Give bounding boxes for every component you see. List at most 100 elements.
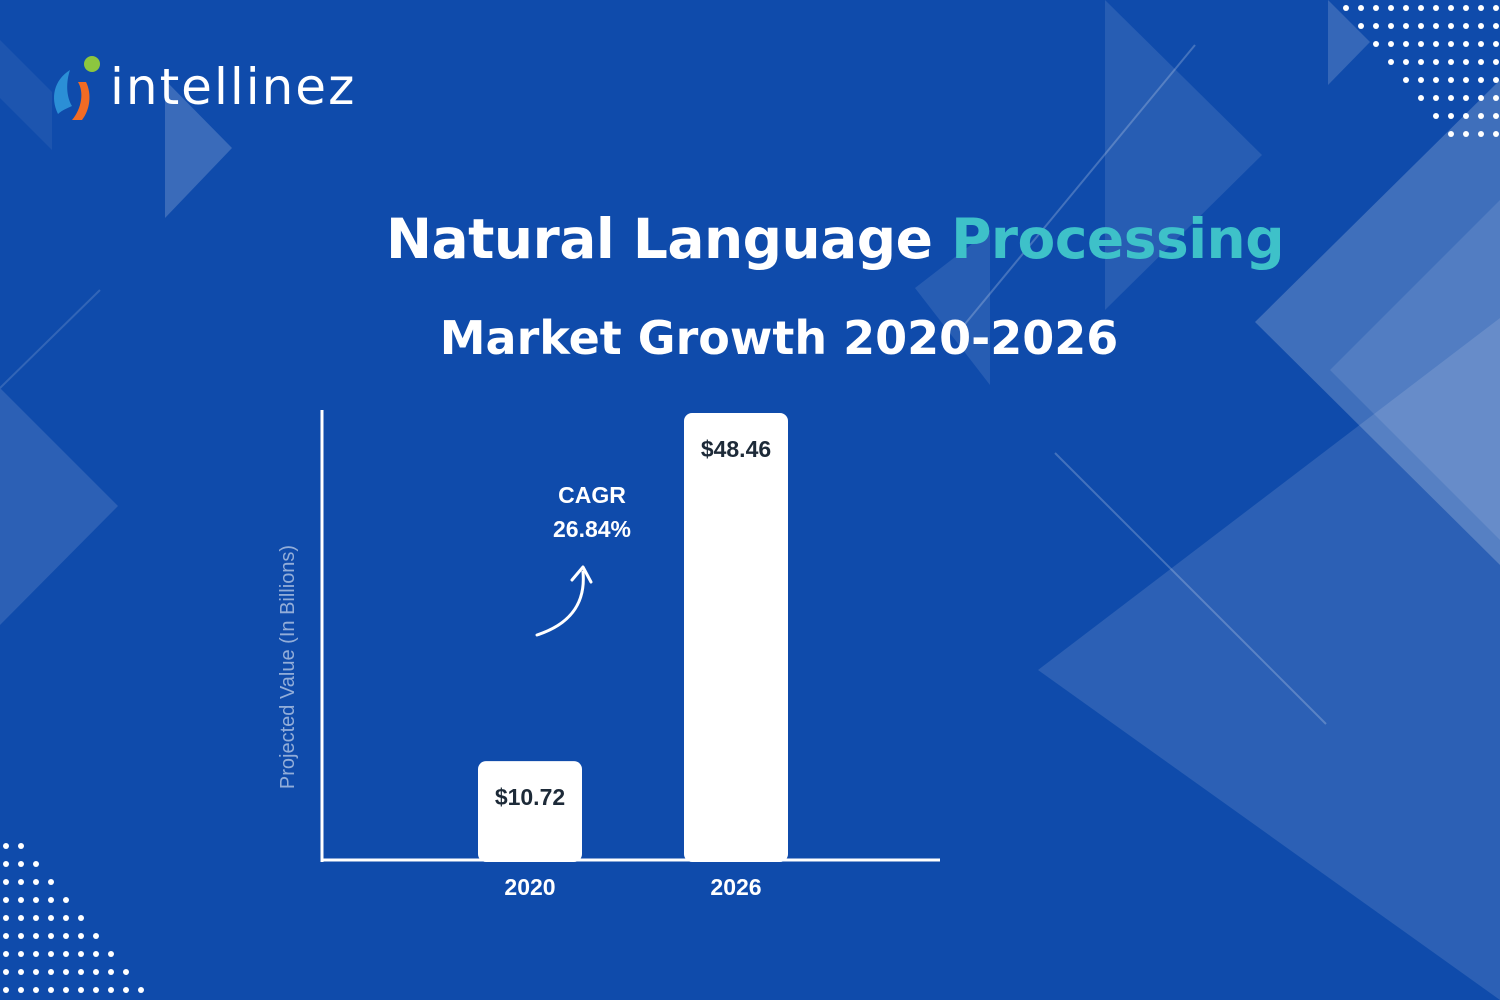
cagr-arrow [535, 570, 585, 637]
decor-dot [33, 987, 39, 993]
decor-dot [78, 951, 84, 957]
decor-dot [138, 987, 144, 993]
decor-dot [1478, 41, 1484, 47]
decor-dot [1463, 5, 1469, 11]
decor-dot [1463, 131, 1469, 137]
logo-text: intellinez [110, 58, 357, 116]
decor-dot [3, 879, 9, 885]
decor-dot [1418, 95, 1424, 101]
title-accent: Processing [951, 207, 1285, 271]
decor-dot [33, 915, 39, 921]
decor-dot [1493, 95, 1499, 101]
decor-dot [18, 969, 24, 975]
decor-dot [1493, 77, 1499, 83]
decor-dot [18, 933, 24, 939]
cagr-value: 26.84% [552, 516, 631, 542]
decor-dot [1478, 95, 1484, 101]
decor-dot [1433, 113, 1439, 119]
x-tick-label: 2026 [710, 874, 761, 900]
decor-dot [1433, 95, 1439, 101]
decor-dot [1418, 5, 1424, 11]
decor-dot [1403, 23, 1409, 29]
decor-dot [1388, 59, 1394, 65]
brand-logo: intellinez [48, 52, 356, 122]
decor-dot [3, 987, 9, 993]
decor-dot [78, 969, 84, 975]
decor-dot [1478, 77, 1484, 83]
decor-dot [33, 879, 39, 885]
decor-dot [18, 897, 24, 903]
decor-dot [1373, 5, 1379, 11]
decor-dot [123, 969, 129, 975]
decor-dot [63, 915, 69, 921]
decor-dot [1493, 41, 1499, 47]
decor-dot [33, 951, 39, 957]
decor-dot [1373, 41, 1379, 47]
cagr-arrowhead-icon [570, 565, 593, 584]
decor-dot [48, 897, 54, 903]
decor-dot [1493, 23, 1499, 29]
decor-dot [3, 933, 9, 939]
decor-dot [3, 915, 9, 921]
decor-dot [1403, 5, 1409, 11]
decor-dot [93, 951, 99, 957]
cagr-annotation: CAGR 26.84% [520, 478, 664, 546]
decor-dot [33, 969, 39, 975]
bar-2026 [684, 413, 788, 862]
decor-dot [1418, 23, 1424, 29]
decor-dot [78, 933, 84, 939]
decor-dot [1433, 23, 1439, 29]
decor-dot [123, 987, 129, 993]
decor-dot [78, 915, 84, 921]
decor-dot [1463, 41, 1469, 47]
decor-dot [33, 933, 39, 939]
decor-dot [1418, 77, 1424, 83]
decor-dot [1418, 59, 1424, 65]
decor-dot [108, 951, 114, 957]
decor-dot [1448, 77, 1454, 83]
decor-dot [18, 951, 24, 957]
decor-dot [1358, 5, 1364, 11]
decor-dot [33, 897, 39, 903]
title-main: Natural Language [386, 207, 952, 271]
decor-dot [1448, 59, 1454, 65]
decor-dot [18, 987, 24, 993]
decor-dot [3, 843, 9, 849]
decor-dot [1448, 95, 1454, 101]
decor-dot [108, 987, 114, 993]
decor-dot [1448, 23, 1454, 29]
cagr-label: CAGR [558, 482, 626, 508]
decor-dot [1388, 41, 1394, 47]
decor-dot [1403, 59, 1409, 65]
decor-dot [63, 933, 69, 939]
decor-dot [1463, 113, 1469, 119]
decor-dot [1343, 5, 1349, 11]
bar-2020 [478, 761, 582, 862]
decor-dot [1478, 59, 1484, 65]
decor-dot [3, 897, 9, 903]
decor-dot [1388, 23, 1394, 29]
decor-dot [1448, 5, 1454, 11]
decor-dot [1403, 77, 1409, 83]
decor-dot [1433, 5, 1439, 11]
decor-dot [18, 843, 24, 849]
decor-dot [1478, 5, 1484, 11]
bar-value-label: $48.46 [701, 436, 771, 462]
decor-dot [1448, 113, 1454, 119]
page-subtitle: Market Growth 2020-2026 [439, 311, 1119, 365]
y-axis-label: Projected Value (In Billions) [277, 545, 299, 789]
decor-dot [1433, 41, 1439, 47]
decor-dot [1478, 131, 1484, 137]
decor-dot [108, 969, 114, 975]
decor-dot [48, 933, 54, 939]
decor-dot [1463, 77, 1469, 83]
decor-dot [1373, 23, 1379, 29]
decor-dot [1463, 95, 1469, 101]
decor-dot [1388, 5, 1394, 11]
decor-dot [63, 897, 69, 903]
decor-dot [48, 951, 54, 957]
logo-icon [54, 56, 100, 120]
